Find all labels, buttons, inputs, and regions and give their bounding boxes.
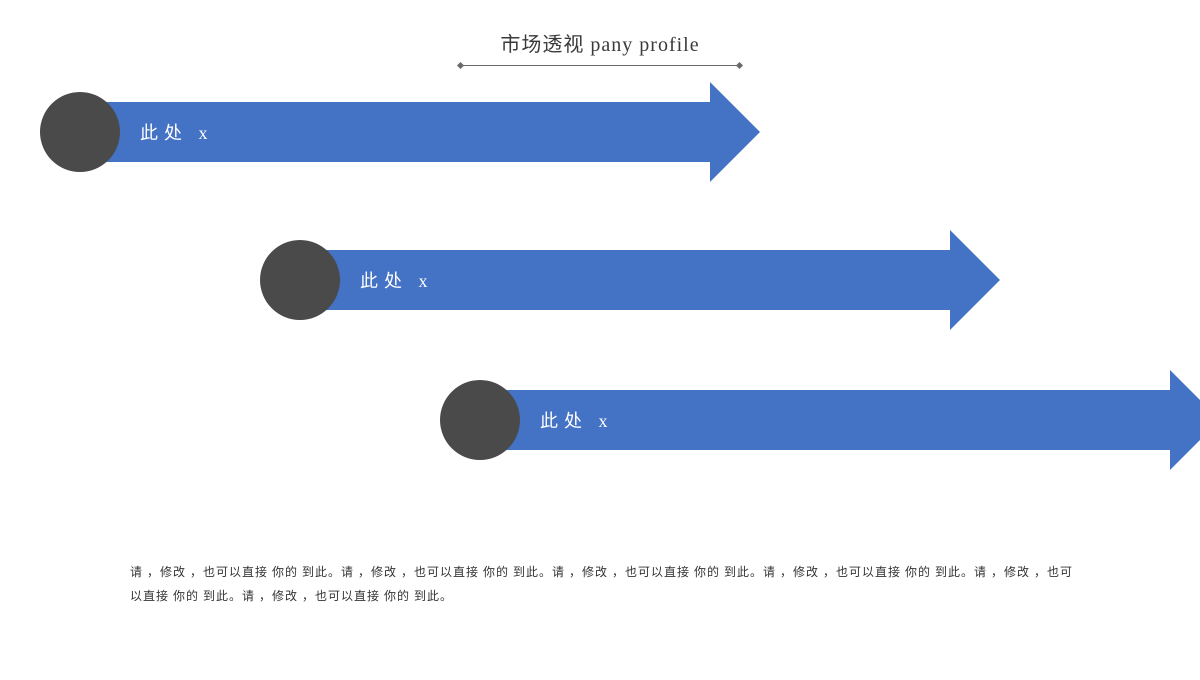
arrow-head-icon (950, 230, 1000, 330)
title-block: 市场透视 pany profile (0, 28, 1200, 66)
arrow-head-icon (710, 82, 760, 182)
circle-marker (440, 380, 520, 460)
arrow-body: 此处 x (80, 102, 710, 162)
circle-marker (40, 92, 120, 172)
page-title: 市场透视 pany profile (0, 28, 1200, 57)
arrow-head-icon (1170, 370, 1200, 470)
circle-marker (260, 240, 340, 320)
footer-paragraph: 请 ，修改 ，也可以直接 你的 到此。请 ，修改 ，也可以直接 你的 到此。请 … (130, 560, 1080, 608)
title-underline (460, 65, 740, 66)
arrow-body: 此处 x (480, 390, 1170, 450)
arrow-body: 此处 x (300, 250, 950, 310)
